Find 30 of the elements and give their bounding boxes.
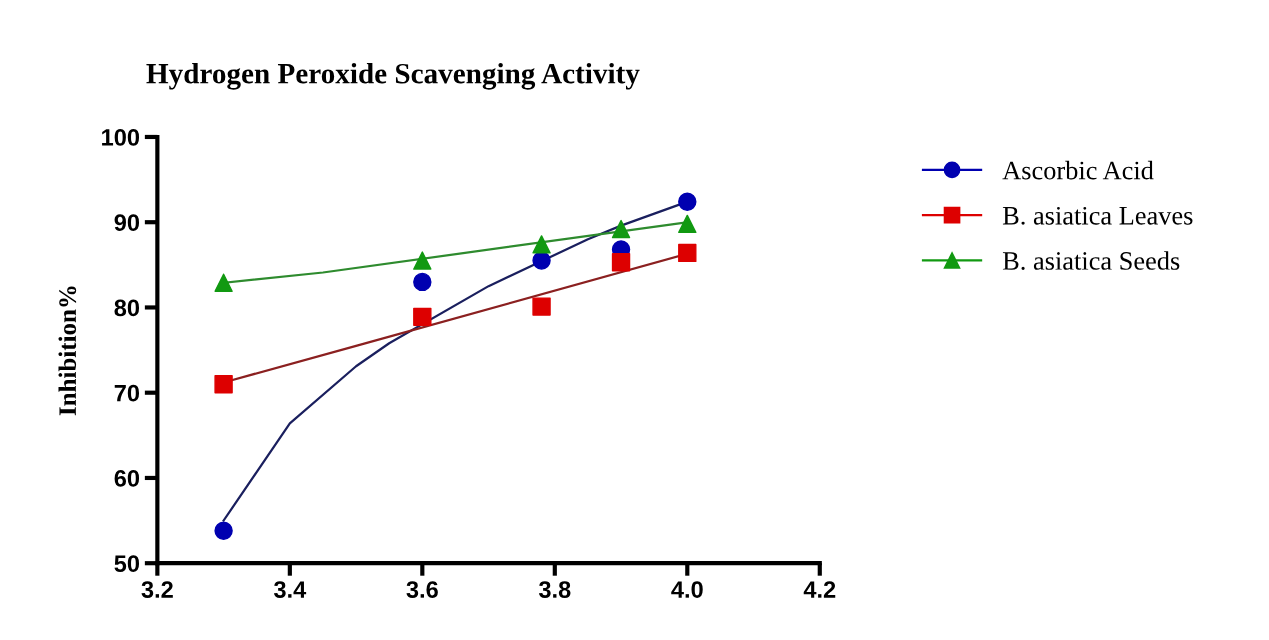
point [413, 272, 432, 292]
x-tick-label: 4.2 [803, 581, 836, 598]
point [214, 273, 233, 292]
y-tick-label: 100 [102, 129, 140, 146]
y-tick-label: 70 [114, 384, 140, 402]
point [611, 219, 631, 239]
point [413, 251, 432, 270]
point [678, 214, 697, 234]
y-axis-title: Inhibition% [58, 286, 77, 416]
chart-title: Hydrogen Peroxide Scavenging Activity [146, 62, 640, 90]
x-tick-label: 3.4 [273, 581, 307, 598]
x-tick-label: 3.8 [538, 581, 571, 598]
y-tick-label: 90 [114, 214, 140, 231]
point [413, 307, 432, 327]
legend-label: B. asiatica Leaves [1002, 206, 1193, 225]
x-tick-label: 3.6 [406, 581, 438, 598]
point [678, 192, 697, 211]
x-tick-label: 3.2 [141, 581, 173, 598]
y-tick-label: 80 [114, 299, 140, 317]
legend-label: Ascorbic Acid [1002, 160, 1154, 180]
x-tick-label: 4.0 [671, 581, 703, 598]
point [214, 521, 233, 541]
point [214, 374, 233, 394]
point [532, 297, 551, 316]
y-tick-label: 50 [114, 555, 140, 572]
point [532, 235, 551, 254]
legend-label: B. asiatica Seeds [1002, 251, 1180, 270]
y-tick-label: 60 [114, 470, 140, 487]
point [678, 243, 697, 263]
point [611, 253, 631, 272]
